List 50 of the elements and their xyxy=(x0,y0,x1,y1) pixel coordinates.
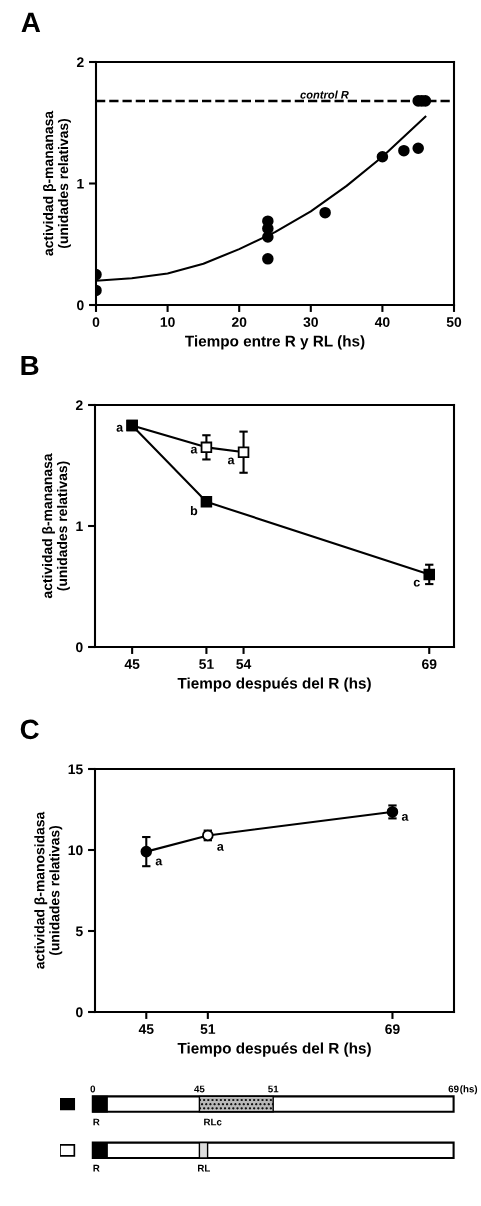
chart-title: B xyxy=(21,355,39,376)
x-tick-label: 30 xyxy=(303,317,318,328)
annotation: a xyxy=(227,457,235,465)
x-tick-label: 51 xyxy=(199,659,214,670)
chart-title: A xyxy=(21,12,41,32)
chart-title: C xyxy=(20,719,39,740)
y-tick-label: 15 xyxy=(68,764,83,775)
x-tick-label: 20 xyxy=(231,317,247,328)
text: (hs) xyxy=(460,1085,478,1095)
y-tick-label: 0 xyxy=(76,1007,83,1018)
y-tick-label: 2 xyxy=(76,57,84,68)
y-axis-title: actividad β-mananasa (unidades relativas) xyxy=(43,110,71,256)
text: R xyxy=(93,1164,100,1172)
text: 69 xyxy=(448,1085,459,1093)
annotation: a xyxy=(155,858,163,866)
annotation: c xyxy=(413,579,420,587)
annotation: a xyxy=(116,424,124,432)
annotation: a xyxy=(401,813,409,821)
y-tick-label: 0 xyxy=(76,642,83,653)
x-tick-label: 0 xyxy=(92,317,100,328)
x-tick-label: 45 xyxy=(138,1024,154,1035)
x-tick-label: 51 xyxy=(200,1024,216,1035)
y-tick-label: 1 xyxy=(77,178,84,189)
y-axis-title: actividad β-manosidasa (unidades relativas) xyxy=(34,811,63,969)
x-tick-label: 69 xyxy=(422,659,437,670)
text: RL xyxy=(198,1164,211,1172)
y-tick-label: 2 xyxy=(75,400,83,411)
text: 45 xyxy=(194,1085,205,1093)
annotation: a xyxy=(217,843,224,851)
x-axis-title: Tiempo entre R y RL (hs) xyxy=(185,335,365,350)
y-tick-label: 0 xyxy=(77,300,84,311)
ref-line-label: control R xyxy=(300,90,349,99)
text: 51 xyxy=(268,1085,279,1093)
y-axis-title: actividad β-mananasa (unidades relativas) xyxy=(42,453,70,599)
x-tick-label: 10 xyxy=(160,317,175,328)
y-tick-label: 1 xyxy=(76,521,83,532)
annotation: b xyxy=(190,506,198,516)
x-tick-label: 50 xyxy=(446,317,462,328)
x-axis-title: Tiempo después del R (hs) xyxy=(177,677,371,692)
text: 0 xyxy=(90,1085,96,1093)
x-axis-title: Tiempo después del R (hs) xyxy=(177,1042,371,1057)
x-tick-label: 45 xyxy=(124,659,140,670)
x-tick-label: 54 xyxy=(236,659,252,670)
y-tick-label: 10 xyxy=(68,845,83,856)
x-tick-label: 40 xyxy=(374,317,390,328)
text: R xyxy=(93,1118,100,1126)
text: RLc xyxy=(204,1118,222,1126)
annotation: a xyxy=(190,446,198,454)
y-tick-label: 5 xyxy=(75,926,83,937)
x-tick-label: 69 xyxy=(385,1024,400,1035)
